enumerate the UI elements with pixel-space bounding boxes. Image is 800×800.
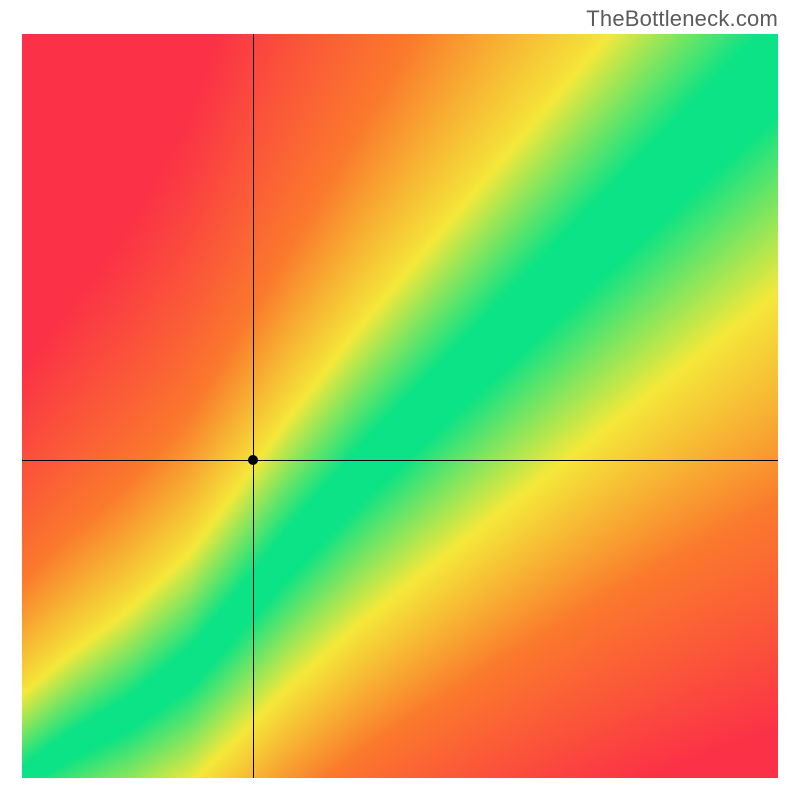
heatmap-plot: [22, 34, 778, 778]
heatmap-canvas: [22, 34, 778, 778]
watermark-text: TheBottleneck.com: [586, 6, 778, 32]
